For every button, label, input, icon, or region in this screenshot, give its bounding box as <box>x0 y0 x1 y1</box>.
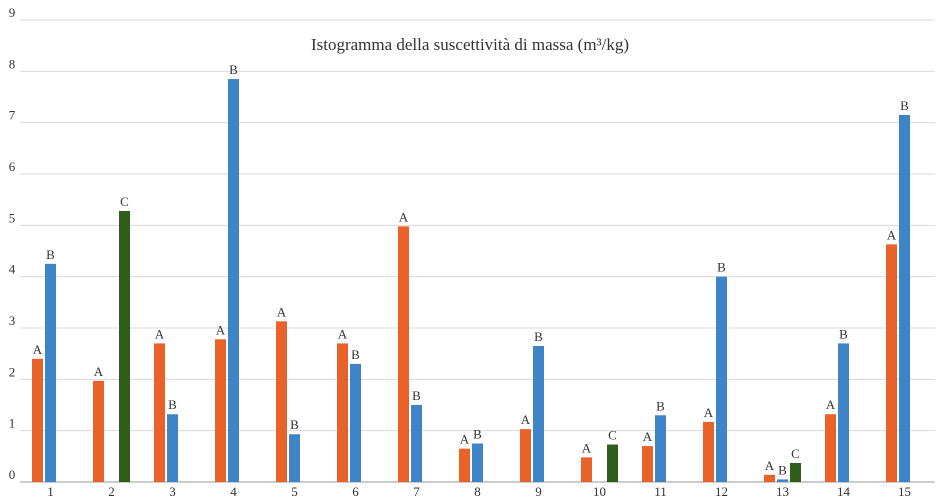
bar <box>45 263 56 482</box>
bar <box>32 358 43 482</box>
bar <box>472 443 483 482</box>
x-tick-label: 12 <box>715 484 728 499</box>
bar <box>533 345 544 482</box>
bar-label: B <box>900 98 909 113</box>
bar-label: A <box>582 440 592 455</box>
bar-label: A <box>765 458 775 473</box>
bar-label: C <box>791 446 800 461</box>
x-tick-label: 14 <box>837 484 851 499</box>
bar <box>398 226 409 482</box>
bar-label: A <box>704 405 714 420</box>
x-tick-label: 4 <box>230 484 237 499</box>
bar-label: A <box>460 432 470 447</box>
bar <box>899 114 910 482</box>
bar-label: B <box>229 62 238 77</box>
bar-label: A <box>826 397 836 412</box>
bar-label: B <box>168 397 177 412</box>
bar <box>777 479 788 482</box>
bar <box>276 321 287 482</box>
bar-label: C <box>120 194 129 209</box>
bar <box>655 415 666 482</box>
bar <box>228 79 239 483</box>
bar-label: A <box>643 429 653 444</box>
bar <box>411 405 422 482</box>
y-tick-label: 2 <box>9 364 16 379</box>
bar-label: A <box>399 209 409 224</box>
y-tick-label: 4 <box>9 262 16 277</box>
x-tick-label: 1 <box>47 484 54 499</box>
x-tick-label: 6 <box>352 484 359 499</box>
x-tick-label: 3 <box>169 484 176 499</box>
y-tick-label: 9 <box>9 5 16 20</box>
x-tick-label: 7 <box>413 484 420 499</box>
bar <box>716 276 727 482</box>
bar <box>215 339 226 482</box>
bar <box>167 414 178 482</box>
x-tick-label: 5 <box>291 484 298 499</box>
x-tick-label: 8 <box>474 484 481 499</box>
bar <box>93 380 104 482</box>
bar-label: A <box>155 326 165 341</box>
y-tick-label: 5 <box>9 210 16 225</box>
x-tick-label: 10 <box>593 484 606 499</box>
bar <box>581 457 592 482</box>
bar <box>825 414 836 482</box>
bar <box>350 363 361 482</box>
bar-label: B <box>839 326 848 341</box>
bar-label: B <box>351 347 360 362</box>
bar <box>838 343 849 482</box>
bar-label: B <box>656 398 665 413</box>
bar <box>119 210 130 482</box>
bar-label: A <box>94 364 104 379</box>
x-tick-label: 15 <box>898 484 911 499</box>
bar-label: B <box>778 462 787 477</box>
bar <box>790 463 801 482</box>
bar-label: A <box>33 342 43 357</box>
bar-label: C <box>608 428 617 443</box>
bar-label: A <box>277 304 287 319</box>
bar <box>289 434 300 482</box>
bar-label: A <box>887 227 897 242</box>
chart-title: Istogramma della suscettività di massa (… <box>311 35 629 54</box>
x-tick-label: 9 <box>535 484 542 499</box>
x-tick-label: 13 <box>776 484 789 499</box>
bar-label: A <box>216 322 226 337</box>
y-tick-label: 7 <box>9 108 16 123</box>
bar-label: B <box>290 417 299 432</box>
y-tick-label: 1 <box>9 416 16 431</box>
bar-label: B <box>473 426 482 441</box>
bar-label: A <box>521 412 531 427</box>
x-tick-label: 2 <box>108 484 115 499</box>
bar <box>886 244 897 482</box>
bar <box>154 343 165 482</box>
y-tick-label: 6 <box>9 159 16 174</box>
bar-label: B <box>46 247 55 262</box>
y-tick-label: 0 <box>9 467 16 482</box>
y-tick-label: 8 <box>9 56 16 71</box>
bar-label: B <box>717 260 726 275</box>
bar-label: A <box>338 326 348 341</box>
x-tick-label: 11 <box>654 484 667 499</box>
bar-label: B <box>412 388 421 403</box>
bar <box>337 343 348 482</box>
bar <box>459 448 470 482</box>
bar <box>703 421 714 482</box>
bar <box>607 444 618 482</box>
bar <box>520 429 531 482</box>
y-tick-label: 3 <box>9 313 16 328</box>
bar-label: B <box>534 329 543 344</box>
bar <box>642 446 653 482</box>
bar <box>764 474 775 482</box>
